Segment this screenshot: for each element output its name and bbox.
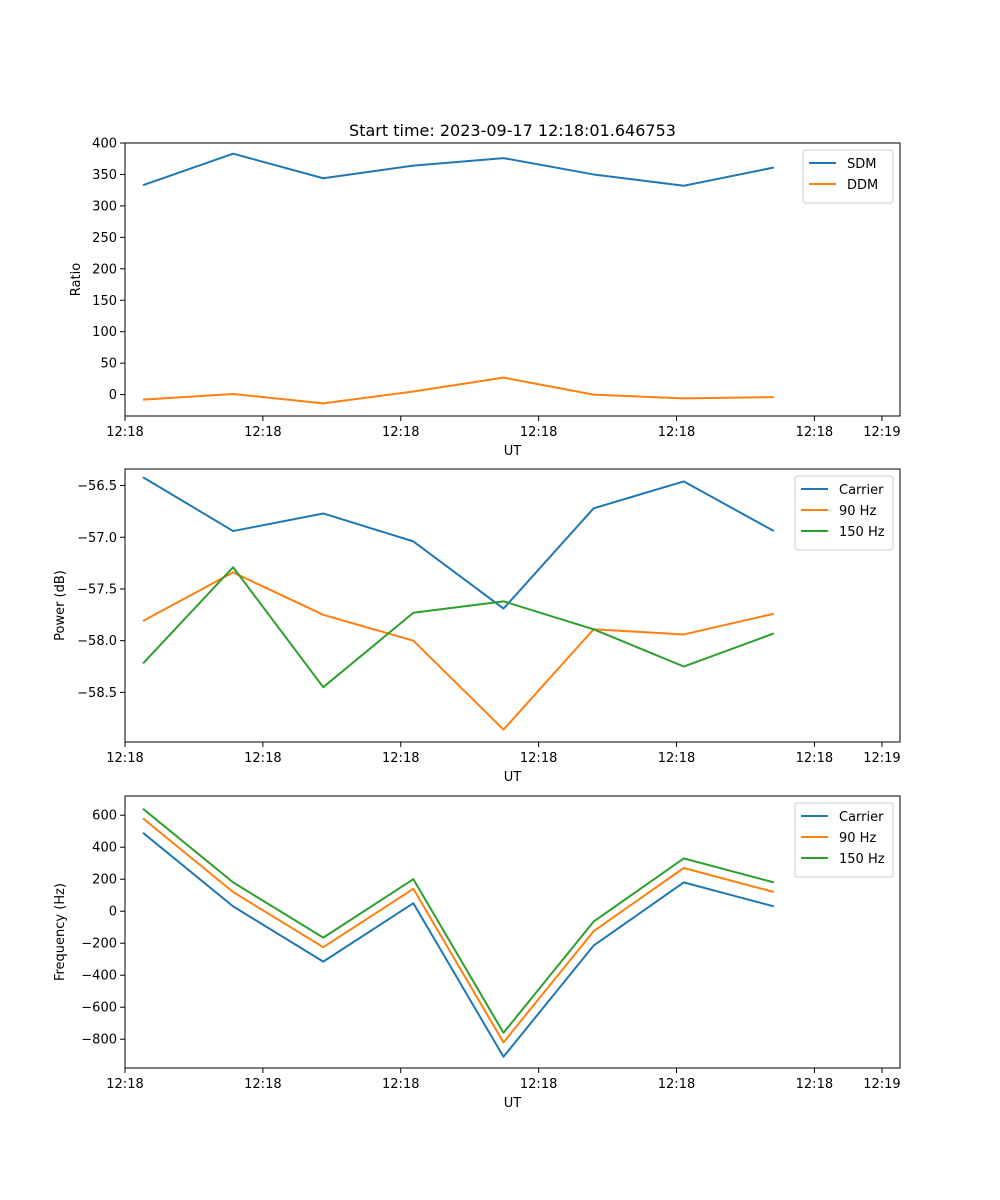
axes-frame — [124, 795, 901, 1069]
frequency-chart: 12:18 12:18 12:18 12:18 12:18 12:18 12:19 −800 −… — [53, 795, 901, 1111]
legend: SDM DDM — [802, 149, 894, 204]
legend-label: 90 Hz — [839, 504, 876, 519]
y-tick-label: −400 — [81, 969, 117, 984]
y-tick-label: 100 — [92, 325, 117, 340]
series-line-150-hz — [142, 808, 775, 1034]
x-tick-label: 12:18 — [520, 425, 557, 440]
y-tick-label: 350 — [92, 168, 117, 183]
y-tick-label: 50 — [100, 357, 117, 372]
y-tick-label: −800 — [81, 1033, 117, 1048]
legend: Carrier 90 Hz 150 Hz — [794, 475, 894, 551]
y-tick-label: 150 — [92, 294, 117, 309]
x-tick-label: 12:18 — [106, 1077, 143, 1092]
x-tick-label: 12:18 — [658, 751, 695, 766]
series-line-carrier — [142, 476, 775, 610]
y-tick-label: 0 — [109, 905, 117, 920]
x-axis-label: UT — [504, 444, 522, 459]
x-tick-label: 12:19 — [863, 425, 900, 440]
y-tick-label: 250 — [92, 231, 117, 246]
x-axis-label: UT — [504, 1096, 522, 1111]
x-tick-label: 12:18 — [106, 751, 143, 766]
axes-frame — [124, 468, 901, 743]
x-tick-label: 12:18 — [520, 1077, 557, 1092]
legend: Carrier 90 Hz 150 Hz — [794, 802, 894, 878]
y-tick-label: −56.5 — [77, 479, 117, 494]
series-line-carrier — [142, 832, 775, 1058]
x-tick-label: 12:18 — [106, 425, 143, 440]
y-tick-label: 0 — [109, 388, 117, 403]
legend-label: SDM — [847, 157, 876, 172]
legend-label: Carrier — [839, 810, 884, 825]
y-tick-label: −58.0 — [77, 634, 117, 649]
x-tick-label: 12:18 — [796, 425, 833, 440]
power-chart: 12:18 12:18 12:18 12:18 12:18 12:18 12:19 −58.5… — [53, 468, 901, 785]
x-tick-label: 12:18 — [658, 425, 695, 440]
series-line-150-hz — [142, 566, 775, 689]
x-tick-label: 12:19 — [863, 1077, 900, 1092]
y-axis-label: Power (dB) — [53, 570, 68, 641]
figure-title: Start time: 2023-09-17 12:18:01.646753 — [349, 121, 676, 140]
y-tick-label: −600 — [81, 1001, 117, 1016]
y-axis-label: Frequency (Hz) — [53, 883, 68, 981]
series-line-sdm — [142, 152, 775, 187]
legend-label: DDM — [847, 178, 878, 193]
y-tick-label: −57.5 — [77, 582, 117, 597]
y-tick-label: −57.0 — [77, 531, 117, 546]
y-tick-label: 400 — [92, 137, 117, 152]
x-tick-label: 12:18 — [796, 751, 833, 766]
x-tick-label: 12:18 — [520, 751, 557, 766]
x-tick-label: 12:18 — [382, 425, 419, 440]
y-tick-label: 400 — [92, 841, 117, 856]
x-tick-label: 12:18 — [244, 751, 281, 766]
x-tick-label: 12:19 — [863, 751, 900, 766]
y-tick-label: 200 — [92, 873, 117, 888]
x-tick-label: 12:18 — [244, 425, 281, 440]
series-line-ddm — [142, 376, 774, 405]
x-tick-label: 12:18 — [658, 1077, 695, 1092]
axes-frame — [124, 142, 901, 417]
series-line-90-hz — [142, 571, 775, 731]
y-tick-label: 300 — [92, 199, 117, 214]
x-axis-label: UT — [504, 770, 522, 785]
series-line-90-hz — [142, 817, 775, 1044]
x-tick-label: 12:18 — [382, 1077, 419, 1092]
legend-label: Carrier — [839, 483, 884, 498]
legend-label: 150 Hz — [839, 852, 885, 867]
x-tick-label: 12:18 — [796, 1077, 833, 1092]
ratio-chart: 12:18 12:18 12:18 12:18 12:18 12:18 12:19 0 50 10… — [69, 137, 901, 460]
legend-label: 90 Hz — [839, 831, 876, 846]
y-tick-label: −58.5 — [77, 686, 117, 701]
y-tick-label: 200 — [92, 262, 117, 277]
legend-label: 150 Hz — [839, 525, 885, 540]
y-tick-label: 600 — [92, 809, 117, 824]
x-tick-label: 12:18 — [382, 751, 419, 766]
x-tick-label: 12:18 — [244, 1077, 281, 1092]
y-axis-label: Ratio — [69, 263, 84, 296]
y-tick-label: −200 — [81, 937, 117, 952]
